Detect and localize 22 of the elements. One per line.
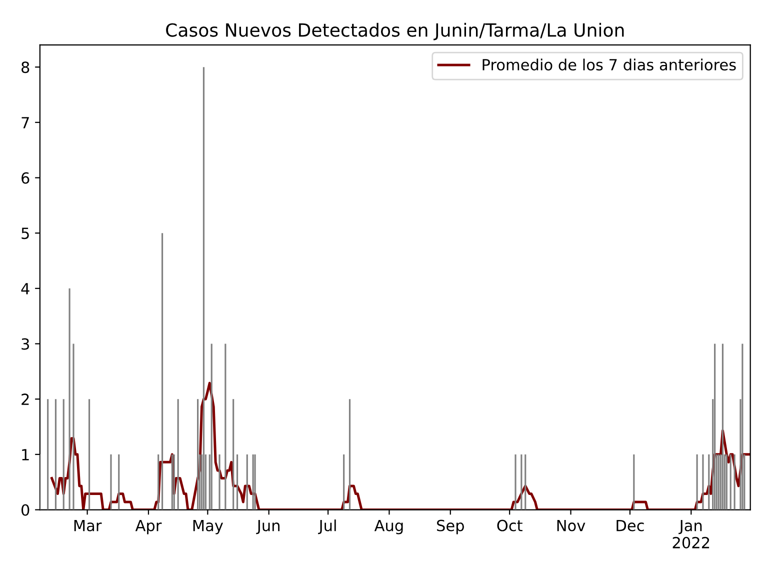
x-tick-label: Jan 2022: [672, 520, 710, 548]
y-tick-label: 2: [22, 394, 29, 405]
y-tick-label: 4: [21, 283, 30, 294]
x-tick-label: Aug: [374, 520, 403, 534]
y-tick-label: 6: [22, 172, 30, 184]
x-tick-label: Sep: [436, 520, 464, 534]
x-tick-label: Apr: [135, 520, 162, 534]
x-tick-label: Dec: [616, 520, 644, 532]
x-tick-label: Nov: [557, 520, 586, 532]
chart-title: Casos Nuevos Detectados en Junin/Tarma/La Union: [166, 22, 624, 40]
x-tick-label: Jun: [256, 520, 280, 534]
x-tick-label: Jul: [318, 519, 336, 534]
y-tick-label: 0: [22, 504, 30, 516]
x-tick-label: Mar: [74, 520, 102, 532]
y-tick-label: 7: [22, 117, 29, 128]
y-tick-label: 3: [22, 338, 29, 350]
x-tick-label: Oct: [497, 520, 522, 532]
y-tick-label: 1: [22, 449, 29, 460]
legend-label: Promedio de los 7 dias anteriores: [482, 58, 736, 71]
y-tick-label: 5: [22, 228, 29, 240]
y-tick-label: 8: [22, 62, 30, 74]
x-tick-label: May: [193, 520, 224, 534]
